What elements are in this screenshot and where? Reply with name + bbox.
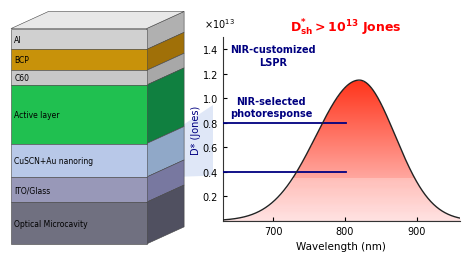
Polygon shape — [146, 160, 184, 202]
Polygon shape — [11, 177, 146, 202]
Polygon shape — [11, 50, 146, 71]
Text: NIR-selected
photoresponse: NIR-selected photoresponse — [230, 97, 312, 119]
Polygon shape — [11, 144, 146, 177]
Polygon shape — [11, 71, 146, 86]
Text: BCP: BCP — [14, 56, 29, 65]
Text: Optical Microcavity: Optical Microcavity — [14, 219, 88, 228]
Polygon shape — [11, 12, 184, 29]
Polygon shape — [11, 86, 146, 144]
Text: $\times10^{13}$: $\times10^{13}$ — [204, 17, 235, 31]
Y-axis label: D* (Jones): D* (Jones) — [191, 105, 201, 154]
Polygon shape — [147, 103, 218, 178]
Polygon shape — [146, 54, 184, 86]
Text: $\mathbf{D_{sh}^{*} > 10^{13}}$ Jones: $\mathbf{D_{sh}^{*} > 10^{13}}$ Jones — [290, 18, 402, 38]
Text: NIR-customized
LSPR: NIR-customized LSPR — [230, 45, 316, 68]
Text: Al: Al — [14, 35, 22, 44]
Text: C60: C60 — [14, 74, 29, 83]
Polygon shape — [146, 33, 184, 71]
Polygon shape — [146, 127, 184, 177]
Polygon shape — [11, 202, 146, 244]
Text: ITO/Glass: ITO/Glass — [14, 185, 50, 194]
Polygon shape — [146, 185, 184, 244]
Polygon shape — [11, 29, 146, 50]
Polygon shape — [146, 69, 184, 144]
Text: CuSCN+Au nanoring: CuSCN+Au nanoring — [14, 156, 93, 165]
Polygon shape — [146, 12, 184, 50]
X-axis label: Wavelength (nm): Wavelength (nm) — [296, 241, 386, 251]
Text: Active layer: Active layer — [14, 110, 60, 119]
